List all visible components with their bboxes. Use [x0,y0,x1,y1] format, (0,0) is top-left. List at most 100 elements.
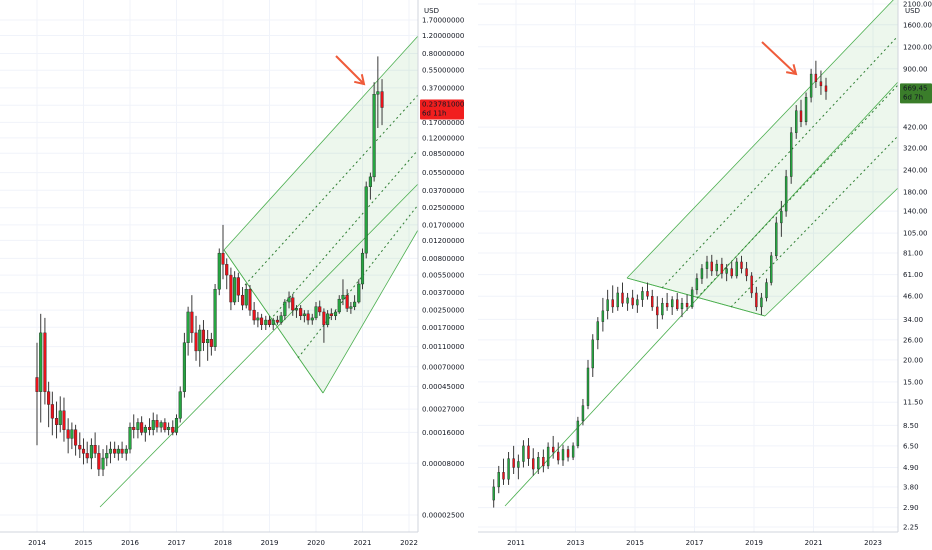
arrow-icon [761,41,797,75]
candle-body [750,275,753,294]
y-tick-label: 0.17000000 [422,119,464,127]
candle-body [690,289,694,308]
candle-body [631,297,634,306]
candle-body [171,426,175,433]
candle-body [345,294,349,309]
y-tick-label: 0.01700000 [422,221,464,229]
candle-body [120,448,124,454]
candle-body [306,313,310,321]
candle-body [720,263,724,274]
candle-body [194,332,198,352]
candle-body [201,329,206,343]
candle-body [710,261,713,272]
y-tick-label: 1200.00 [903,43,932,51]
candle-body [267,319,272,325]
candle-body [606,299,609,312]
y-tick-label: 105.00 [903,230,928,238]
y-tick-label: 46.00 [903,293,923,301]
y-tick-label: 0.80000000 [422,50,464,58]
candle-body [341,294,345,300]
candle-body [326,313,330,325]
candle-body [310,317,314,321]
candle-body [163,422,167,430]
candle-body [186,311,190,343]
y-tick-label: 320.00 [903,144,928,152]
candle-body [128,426,132,450]
candle-body [492,486,495,501]
candle-body [221,252,225,265]
candle-body [824,85,828,92]
candle-body [364,186,368,254]
candle-body [178,391,182,419]
y-tick-label: 0.00800000 [422,255,464,263]
candle-body [557,451,560,461]
candle-body [725,268,728,274]
y-tick-label: 0.00002500 [422,512,464,520]
candle-body [314,306,318,319]
candle-body [512,458,515,468]
y-tick-label: 0.00550000 [422,272,464,280]
candle-body [155,420,159,428]
y-tick-label: 20.00 [903,356,923,364]
candle-body [546,446,550,467]
y-tick-label: 0.00008000 [422,460,464,468]
candle-body [357,283,361,303]
candle-body [260,317,264,325]
candle-body [522,445,525,462]
y-tick-label: 0.01200000 [422,237,464,245]
candle-body [551,446,555,453]
x-tick-label: 2015 [75,539,93,547]
y-tick-label: 420.00 [903,124,928,132]
left-unit-label: USD [424,7,439,15]
right-last-price-tag: 669.45 6d 7h [900,83,932,104]
candle-body [283,301,287,317]
candle-body [329,313,333,317]
y-tick-label: 0.00070000 [422,363,464,371]
left-grid [0,0,418,532]
candle-body [279,315,283,323]
channel-line [322,229,419,394]
candle-body [113,448,117,454]
candle-body [685,302,689,308]
left-last-price-value: 0.23781000 [422,100,464,108]
candle-body [35,377,39,392]
right-grid [478,0,898,532]
candle-body [81,448,86,454]
y-tick-label: 3.80 [903,483,919,491]
left-chart-panel: USD 1.70000000 1.20000000 0.80000000 0.5500… [0,0,464,550]
candle-body [368,176,372,187]
channel-fill [627,0,898,316]
candle-body [74,429,78,446]
y-tick-label: 0.00045000 [422,383,464,391]
x-tick-label: 2015 [626,539,644,547]
candle-body [101,457,105,470]
candle-body [571,445,575,458]
x-tick-label: 2017 [686,539,704,547]
candle-body [789,132,793,177]
candle-body [680,302,684,310]
left-candles [35,56,384,477]
candle-body [591,339,594,369]
y-tick-label: 0.03700000 [422,187,464,195]
x-tick-label: 2018 [214,539,232,547]
candle-body [775,222,778,257]
left-last-price-countdown: 6d 11h [422,109,446,117]
candle-body [302,313,306,317]
candle-body [275,319,279,323]
y-tick-label: 0.55000000 [422,67,464,75]
candle-body [132,426,136,430]
x-tick-label: 2020 [307,539,325,547]
y-tick-label: 4.90 [903,464,919,472]
candle-body [715,263,719,272]
candle-body [97,453,101,470]
y-tick-label: 2.25 [903,524,919,532]
channel-line [626,277,766,317]
candle-body [140,422,144,433]
y-tick-label: 34.00 [903,316,923,324]
candle-body [182,342,186,392]
right-unit-label: USD [905,7,920,15]
candle-body [198,329,202,352]
left-price-axis: 1.70000000 1.20000000 0.80000000 0.55000000… [422,17,464,520]
y-tick-label: 26.00 [903,336,923,344]
candle-body [105,453,109,459]
